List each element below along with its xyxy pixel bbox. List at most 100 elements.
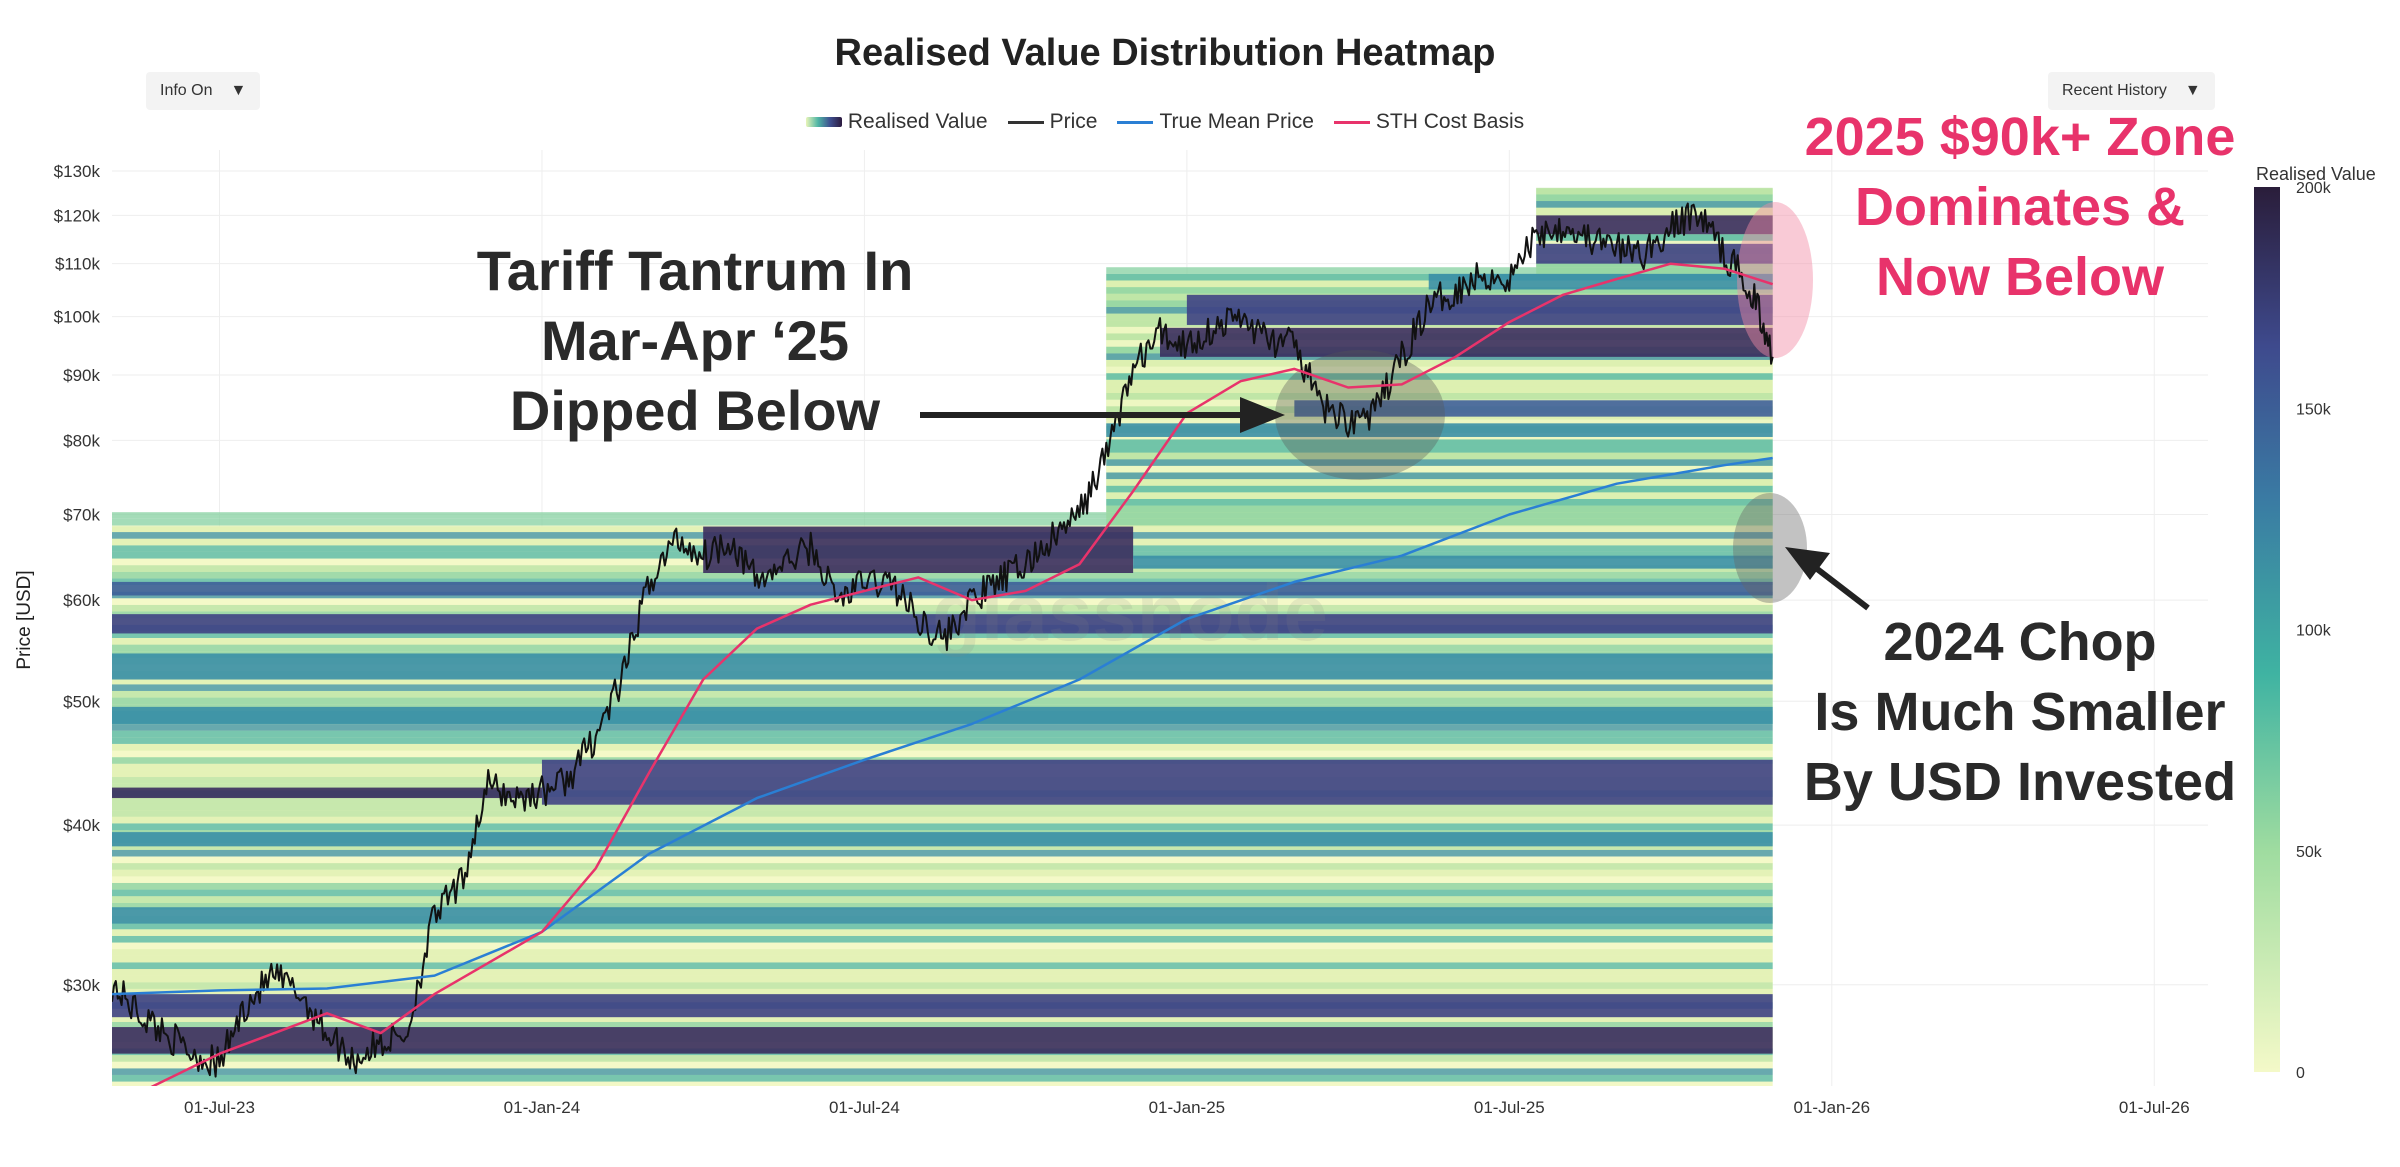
- heat-cell: [1106, 379, 1773, 387]
- legend-label: Realised Value: [847, 110, 988, 133]
- heat-cell: [112, 737, 1773, 744]
- legend-label: Price: [1049, 110, 1098, 133]
- heat-cell: [112, 1068, 1773, 1075]
- heat-cell: [1106, 492, 1773, 499]
- x-tick-label: 01-Jul-25: [1474, 1098, 1545, 1117]
- colorbar-ticks: 0 50k 100k 150k 200k: [2296, 180, 2332, 1082]
- heat-cell: [112, 1055, 1773, 1062]
- series-line-sth-cost-basis: [150, 262, 1774, 1086]
- x-tick-label: 01-Jan-24: [504, 1098, 581, 1117]
- heat-band: [1294, 400, 1773, 417]
- heat-cell: [1536, 260, 1773, 268]
- x-tick-label: 01-Jul-24: [829, 1098, 900, 1117]
- heat-cell: [112, 863, 1773, 870]
- x-tick-label: 01-Jan-25: [1149, 1098, 1226, 1117]
- legend-label: True Mean Price: [1159, 110, 1314, 133]
- colorbar-tick-label: 0: [2296, 1065, 2305, 1082]
- zone-highlight-circle: [1737, 202, 1813, 358]
- heat-cell: [112, 690, 1773, 698]
- heat-cell: [1106, 439, 1773, 446]
- heat-cell: [1106, 366, 1773, 374]
- heat-band: [703, 526, 1134, 574]
- x-axis: 01-Jul-23 01-Jan-24 01-Jul-24 01-Jan-25 01-J…: [184, 1098, 2190, 1117]
- heat-cell: [1106, 267, 1773, 274]
- heat-cell: [112, 1015, 1773, 1022]
- heat-cell: [112, 803, 1773, 811]
- tariff-line-1: Tariff Tantrum In: [477, 239, 914, 302]
- legend-item-sth[interactable]: STH Cost Basis: [1333, 110, 1524, 134]
- heat-cell: [112, 823, 1773, 830]
- chart-title: Realised Value Distribution Heatmap: [834, 32, 1496, 74]
- x-tick-label: 01-Jan-26: [1794, 1098, 1871, 1117]
- heat-cell: [112, 816, 1773, 824]
- y-tick-label: $60k: [63, 591, 100, 610]
- heat-cell: [1106, 359, 1773, 367]
- colorbar-tick-label: 50k: [2296, 844, 2323, 861]
- history-dropdown[interactable]: Recent History ▼: [2048, 72, 2215, 110]
- heat-cell: [112, 743, 1773, 751]
- heat-band: [541, 759, 1773, 805]
- legend-item-true-mean[interactable]: True Mean Price: [1117, 110, 1314, 134]
- legend: Realised Value Price True Mean Price STH…: [0, 110, 2330, 134]
- y-tick-label: $70k: [63, 506, 100, 525]
- line-swatch-icon: [1117, 120, 1154, 124]
- heat-cell: [112, 889, 1773, 897]
- info-dropdown[interactable]: Info On ▼: [146, 72, 261, 110]
- y-tick-label: $80k: [63, 431, 100, 450]
- y-tick-label: $30k: [63, 976, 100, 995]
- chevron-down-icon: ▼: [230, 82, 247, 99]
- heat-cell: [1106, 419, 1773, 427]
- x-tick-label: 01-Jul-26: [2119, 1098, 2190, 1117]
- heat-cell: [112, 929, 1773, 936]
- heat-cell: [112, 1061, 1773, 1069]
- heat-cell: [112, 631, 1773, 638]
- heat-band: [112, 614, 1773, 634]
- heat-cell: [112, 677, 1773, 685]
- heat-cell: [112, 750, 1773, 758]
- y-tick-label: $90k: [63, 366, 100, 385]
- heat-cell: [112, 856, 1773, 864]
- heat-band: [112, 907, 1773, 924]
- heat-cell: [112, 578, 1773, 586]
- gradient-swatch-icon: [805, 117, 842, 127]
- legend-item-realised-value[interactable]: Realised Value: [805, 110, 988, 134]
- heat-band: [1536, 243, 1773, 264]
- heat-cell: [1106, 386, 1773, 394]
- heat-band: [1428, 273, 1773, 290]
- heat-cell: [112, 644, 1773, 652]
- heat-cell: [1536, 187, 1773, 195]
- zone-line-3: Now Below: [1876, 247, 2165, 307]
- heat-band: [112, 706, 1773, 724]
- history-dropdown-label: Recent History: [2062, 82, 2167, 99]
- colorbar: [2254, 187, 2280, 1072]
- heat-cell: [112, 684, 1773, 691]
- heat-cell: [112, 598, 1773, 605]
- heat-cell: [1536, 234, 1773, 241]
- heat-cell: [1106, 505, 1773, 513]
- heat-cell: [112, 896, 1773, 903]
- heat-cell: [112, 876, 1773, 883]
- heat-cell: [1106, 452, 1773, 460]
- heat-band: [1186, 294, 1773, 325]
- tariff-line-2: Mar-Apr ‘25: [541, 309, 849, 372]
- heat-band: [112, 994, 1773, 1018]
- heat-band: [1160, 327, 1773, 357]
- y-tick-label: $110k: [55, 255, 101, 274]
- heat-cell: [112, 697, 1773, 705]
- heat-cell: [112, 512, 1773, 519]
- heat-cell: [112, 882, 1773, 890]
- info-dropdown-label: Info On: [160, 82, 213, 99]
- heat-cell: [112, 962, 1773, 970]
- legend-item-price[interactable]: Price: [1007, 110, 1098, 134]
- zone-line-1: 2025 $90k+ Zone: [1805, 107, 2236, 167]
- heat-band: [112, 787, 542, 799]
- series-line-true-mean-price: [112, 456, 1773, 996]
- chevron-down-icon: ▼: [2184, 82, 2201, 99]
- heat-band: [1133, 555, 1773, 569]
- heat-cell: [1106, 373, 1773, 380]
- heat-cell: [112, 975, 1773, 983]
- series-line-price: [112, 202, 1774, 1078]
- chop-annotation: 2024 Chop Is Much Smaller By USD Investe…: [1804, 612, 2236, 812]
- heat-cell: [112, 982, 1773, 989]
